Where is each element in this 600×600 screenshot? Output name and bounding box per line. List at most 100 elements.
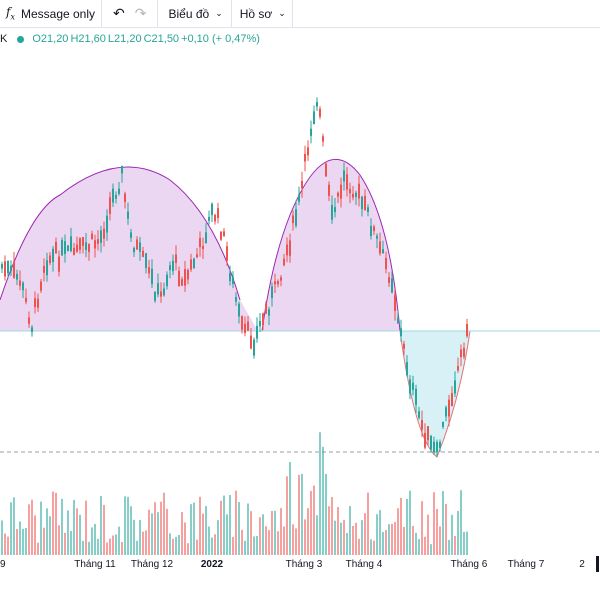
status-dot-icon bbox=[17, 35, 25, 43]
legend-low: L21,20 bbox=[107, 33, 142, 45]
volume-bar bbox=[76, 508, 78, 555]
volume-bar bbox=[19, 521, 21, 555]
candle-body bbox=[142, 250, 144, 257]
volume-bar bbox=[217, 520, 219, 555]
chart-menu-button[interactable]: Biểu đồ ⌄ bbox=[158, 0, 230, 27]
volume-bar bbox=[445, 503, 447, 555]
volume-bar bbox=[61, 498, 63, 555]
volume-bar bbox=[163, 492, 165, 555]
volume-bar bbox=[22, 528, 24, 555]
x-axis-tick-label: Tháng 4 bbox=[346, 559, 383, 570]
candle-body bbox=[7, 261, 9, 274]
candle-body bbox=[229, 273, 231, 282]
candle-body bbox=[271, 286, 273, 299]
volume-bar bbox=[130, 506, 132, 555]
candle-body bbox=[154, 291, 156, 301]
volume-bar bbox=[169, 533, 171, 555]
candle-body bbox=[28, 317, 30, 324]
volume-bar bbox=[151, 513, 153, 555]
candle-body bbox=[256, 325, 258, 339]
candle-body bbox=[337, 192, 339, 197]
volume-bar bbox=[253, 536, 255, 555]
volume-bar bbox=[46, 508, 48, 555]
candle-body bbox=[394, 294, 396, 311]
volume-bar bbox=[43, 527, 45, 555]
volume-bar bbox=[418, 539, 420, 555]
candle-body bbox=[343, 170, 345, 182]
volume-bar bbox=[118, 526, 120, 555]
volume-bar bbox=[175, 536, 177, 555]
candle-body bbox=[298, 194, 300, 202]
candle-body bbox=[280, 277, 282, 281]
volume-bar bbox=[436, 508, 438, 555]
volume-bar bbox=[73, 499, 75, 555]
legend-change: +0,10 (+ 0,47%) bbox=[181, 33, 260, 45]
volume-bar bbox=[415, 532, 417, 555]
candle-body bbox=[427, 426, 429, 441]
volume-bar bbox=[199, 496, 201, 555]
candle-body bbox=[262, 313, 264, 326]
candle-body bbox=[412, 382, 414, 390]
x-axis-tick-label: 2 bbox=[579, 559, 585, 570]
candle-body bbox=[457, 366, 459, 371]
candle-body bbox=[232, 277, 234, 284]
candle-body bbox=[190, 259, 192, 270]
volume-bar bbox=[352, 525, 354, 555]
volume-bar bbox=[349, 506, 351, 555]
candle-body bbox=[25, 297, 27, 302]
candle-body bbox=[370, 225, 372, 237]
candle-body bbox=[214, 214, 216, 222]
volume-bar bbox=[451, 514, 453, 555]
candle-body bbox=[199, 238, 201, 248]
candle-body bbox=[226, 246, 228, 261]
pattern-left-arc bbox=[0, 167, 258, 331]
volume-bar bbox=[202, 513, 204, 555]
volume-bar bbox=[49, 516, 51, 555]
candle-body bbox=[43, 265, 45, 273]
toolbar-divider bbox=[157, 0, 159, 27]
candle-body bbox=[34, 298, 36, 308]
candle-body bbox=[382, 249, 384, 254]
candle-body bbox=[58, 256, 60, 272]
candle-body bbox=[349, 188, 351, 194]
candle-body bbox=[22, 282, 24, 291]
candle-body bbox=[253, 339, 255, 356]
volume-bar bbox=[370, 539, 372, 555]
candle-body bbox=[247, 321, 249, 331]
candle-body bbox=[88, 243, 90, 253]
undo-icon[interactable]: ↶ bbox=[113, 5, 125, 21]
candle-body bbox=[52, 248, 54, 263]
candle-body bbox=[181, 279, 183, 286]
volume-bar bbox=[319, 432, 321, 555]
candle-body bbox=[13, 261, 15, 278]
candle-body bbox=[235, 297, 237, 302]
volume-bar bbox=[274, 510, 276, 555]
volume-bar bbox=[385, 530, 387, 555]
x-axis-tick-label: 9 bbox=[0, 559, 6, 570]
volume-bar bbox=[250, 511, 252, 555]
candle-body bbox=[451, 393, 453, 406]
volume-bar bbox=[106, 542, 108, 555]
volume-bar bbox=[160, 501, 162, 555]
candle-body bbox=[196, 254, 198, 258]
candle-body bbox=[379, 241, 381, 254]
candle-body bbox=[286, 244, 288, 256]
candle-body bbox=[169, 265, 171, 271]
volume-bar bbox=[91, 527, 93, 555]
volume-bar bbox=[463, 531, 465, 555]
candle-body bbox=[100, 230, 102, 243]
candle-body bbox=[259, 320, 261, 327]
volume-bar bbox=[433, 492, 435, 555]
volume-bar bbox=[367, 492, 369, 555]
candle-body bbox=[364, 195, 366, 211]
redo-icon[interactable]: ↷ bbox=[134, 5, 147, 21]
candle-body bbox=[352, 193, 354, 198]
message-filter-button[interactable]: fx Message only bbox=[0, 0, 101, 27]
volume-bar bbox=[226, 514, 228, 555]
candle-body bbox=[70, 236, 72, 251]
volume-bar bbox=[25, 528, 27, 555]
candle-body bbox=[319, 108, 321, 117]
volume-bar bbox=[388, 524, 390, 555]
profile-menu-button[interactable]: Hồ sơ ⌄ bbox=[232, 0, 292, 27]
